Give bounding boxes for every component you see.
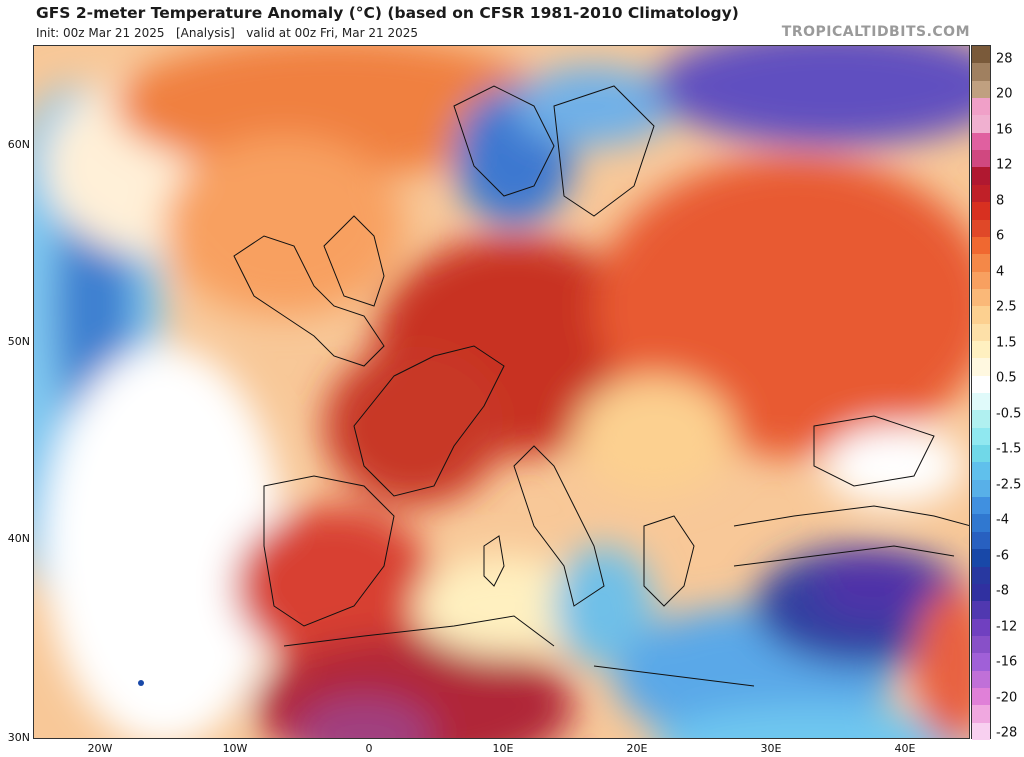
- colorbar-segment: [972, 635, 990, 654]
- colorbar-label: 16: [996, 122, 1013, 138]
- lat-label-60n: 60N: [7, 138, 30, 151]
- colorbar-segment: [972, 254, 990, 273]
- colorbar-segment: [972, 462, 990, 481]
- colorbar-label: 2.5: [996, 299, 1017, 315]
- colorbar: [971, 45, 991, 741]
- colorbar-segment: [972, 566, 990, 585]
- colorbar-segment: [972, 132, 990, 151]
- lon-label-0: 0: [365, 742, 373, 755]
- colorbar-label: -16: [996, 654, 1018, 670]
- colorbar-segment: [972, 410, 990, 429]
- colorbar-label: -2.5: [996, 477, 1022, 493]
- coastlines: [233, 85, 969, 687]
- colorbar-segment: [972, 63, 990, 82]
- colorbar-segment: [972, 202, 990, 220]
- colorbar-segment: [972, 340, 990, 359]
- colorbar-segment: [972, 80, 990, 99]
- colorbar-segment: [972, 670, 990, 689]
- colorbar-label: -6: [996, 548, 1009, 564]
- colorbar-segment: [972, 150, 990, 168]
- colorbar-segment: [972, 722, 990, 741]
- colorbar-segment: [972, 98, 990, 116]
- lon-label-30e: 30E: [760, 742, 782, 755]
- colorbar-segment: [972, 115, 990, 134]
- colorbar-segment: [972, 46, 990, 64]
- colorbar-label: 8: [996, 193, 1005, 209]
- lat-label-50n: 50N: [7, 335, 30, 348]
- colorbar-segment: [972, 445, 990, 463]
- colorbar-segment: [972, 687, 990, 706]
- colorbar-label: 1.5: [996, 335, 1017, 351]
- chart-subtitle: Init: 00z Mar 21 2025 [Analysis] valid a…: [36, 26, 419, 40]
- colorbar-segment: [972, 653, 990, 672]
- colorbar-label: 4: [996, 264, 1005, 280]
- colorbar-label: -0.5: [996, 406, 1022, 422]
- lon-label-20e: 20E: [626, 742, 648, 755]
- colorbar-segment: [972, 184, 990, 203]
- colorbar-segment: [972, 167, 990, 186]
- island-marker: [138, 680, 144, 686]
- colorbar-segment: [972, 497, 990, 515]
- colorbar-segment: [972, 306, 990, 325]
- temperature-anomaly-map: [33, 45, 970, 739]
- anomaly-field: [34, 46, 969, 738]
- lon-label-40e: 40E: [894, 742, 916, 755]
- colorbar-segment: [972, 271, 990, 290]
- colorbar-label: -12: [996, 619, 1018, 635]
- lon-label-20w: 20W: [87, 742, 113, 755]
- colorbar-segment: [972, 618, 990, 637]
- colorbar-label: 12: [996, 157, 1013, 173]
- chart-title: GFS 2-meter Temperature Anomaly (°C) (ba…: [36, 4, 739, 22]
- lon-label-10e: 10E: [492, 742, 514, 755]
- colorbar-label: 6: [996, 228, 1005, 244]
- lon-label-10w: 10W: [222, 742, 248, 755]
- colorbar-segment: [972, 514, 990, 533]
- source-credit: TROPICALTIDBITS.COM: [781, 24, 970, 40]
- colorbar-segment: [972, 583, 990, 602]
- colorbar-label: 0.5: [996, 370, 1017, 386]
- colorbar-segment: [972, 236, 990, 255]
- colorbar-segment: [972, 479, 990, 498]
- colorbar-segment: [972, 288, 990, 307]
- map-svg: [34, 46, 969, 738]
- colorbar-segment: [972, 393, 990, 411]
- colorbar-label: -20: [996, 690, 1018, 706]
- colorbar-label: -28: [996, 725, 1018, 741]
- lat-label-40n: 40N: [7, 532, 30, 545]
- colorbar-label: 28: [996, 51, 1013, 67]
- colorbar-segment: [972, 427, 990, 446]
- colorbar-segment: [972, 549, 990, 567]
- colorbar-label: 20: [996, 86, 1013, 102]
- colorbar-segment: [972, 705, 990, 724]
- colorbar-segment: [972, 375, 990, 394]
- colorbar-label: -4: [996, 512, 1009, 528]
- colorbar-segment: [972, 601, 990, 620]
- colorbar-segment: [972, 219, 990, 238]
- colorbar-segment: [972, 323, 990, 342]
- colorbar-label: -8: [996, 583, 1009, 599]
- lat-label-30n: 30N: [7, 731, 30, 744]
- colorbar-label: -1.5: [996, 441, 1022, 457]
- colorbar-segment: [972, 358, 990, 377]
- colorbar-segment: [972, 531, 990, 550]
